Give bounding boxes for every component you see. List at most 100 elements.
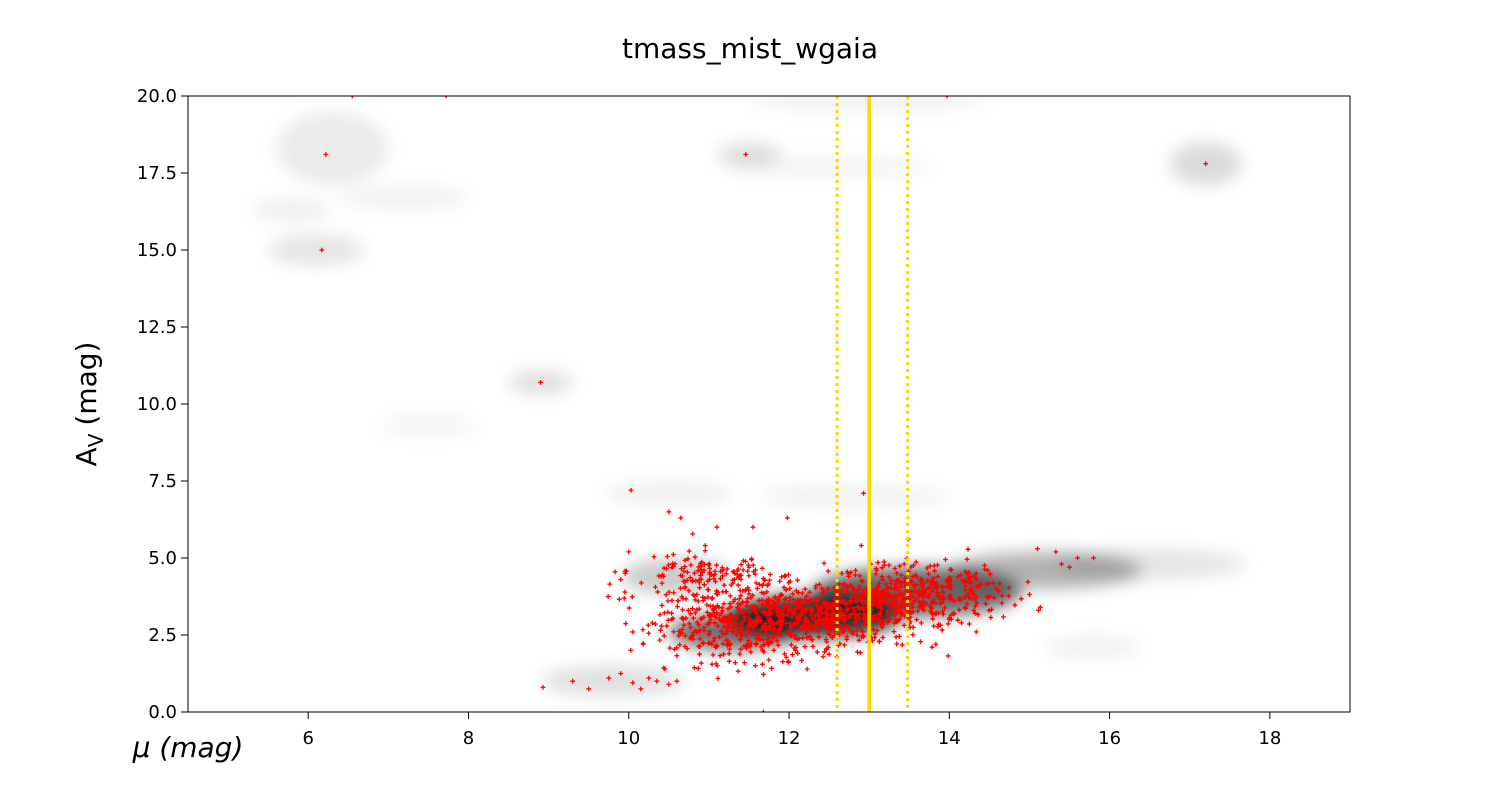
sample-point xyxy=(857,606,863,612)
sample-point xyxy=(746,614,751,620)
sample-point xyxy=(738,593,744,598)
sample-point xyxy=(973,571,979,576)
sample-point xyxy=(918,639,923,645)
sample-point xyxy=(886,574,892,580)
sample-point xyxy=(820,591,826,596)
sample-point xyxy=(847,614,853,620)
sample-point xyxy=(759,597,765,603)
sample-point xyxy=(908,579,914,585)
density-blob-11 xyxy=(276,111,389,186)
sample-point xyxy=(661,610,667,616)
sample-point xyxy=(849,611,855,617)
sample-point xyxy=(940,611,946,617)
sample-point xyxy=(984,581,990,587)
sample-point xyxy=(783,587,789,593)
sample-point xyxy=(828,606,834,612)
sample-point xyxy=(796,590,801,596)
sample-point xyxy=(939,585,945,590)
sample-point xyxy=(734,632,739,638)
sample-point xyxy=(681,578,687,584)
sample-point xyxy=(702,543,708,548)
sample-point xyxy=(943,557,948,562)
sample-point xyxy=(682,584,688,590)
sample-point xyxy=(677,630,683,636)
sample-point xyxy=(882,588,888,594)
sample-point xyxy=(942,605,948,611)
sample-point xyxy=(689,578,695,584)
sample-point xyxy=(720,573,726,579)
sample-point xyxy=(715,623,721,629)
sample-point xyxy=(754,586,760,591)
sample-point xyxy=(921,580,927,586)
sample-point xyxy=(857,597,863,603)
sample-point xyxy=(697,627,703,633)
outlier-point xyxy=(586,686,592,692)
outlier-point xyxy=(323,152,329,157)
sample-point xyxy=(712,620,718,626)
sample-point xyxy=(743,633,749,638)
sample-point xyxy=(726,659,732,664)
sample-point xyxy=(881,592,887,598)
sample-point xyxy=(778,614,783,620)
sample-point xyxy=(802,619,808,625)
sample-point xyxy=(786,572,791,578)
sample-point xyxy=(815,628,821,634)
sample-point xyxy=(814,649,820,655)
sample-point xyxy=(913,559,919,565)
sample-point xyxy=(765,642,771,648)
sample-point xyxy=(816,608,822,614)
outlier-point xyxy=(628,487,634,493)
sample-point xyxy=(854,618,860,624)
sample-point xyxy=(973,629,979,635)
sample-point xyxy=(732,660,738,666)
outlier-point xyxy=(1053,549,1059,555)
sample-point xyxy=(824,613,830,619)
sample-point xyxy=(836,588,842,594)
sample-point xyxy=(725,625,731,631)
sample-point xyxy=(776,619,781,625)
sample-point xyxy=(809,637,815,643)
sample-point xyxy=(948,612,954,618)
sample-point xyxy=(701,562,707,567)
sample-point xyxy=(646,630,652,636)
sample-point xyxy=(854,598,860,604)
sample-point xyxy=(933,641,939,647)
sample-point xyxy=(965,592,970,598)
sample-point xyxy=(696,564,702,570)
sample-point xyxy=(777,622,783,628)
sample-point xyxy=(988,615,994,620)
sample-point xyxy=(920,584,926,590)
sample-point xyxy=(783,654,789,660)
sample-point xyxy=(821,616,827,622)
sample-point xyxy=(701,614,707,620)
sample-point xyxy=(932,568,938,574)
sample-point xyxy=(898,580,904,586)
sample-point xyxy=(784,611,790,617)
sample-point xyxy=(900,597,906,603)
sample-point xyxy=(745,562,751,568)
sample-point xyxy=(653,584,658,590)
sample-point xyxy=(699,570,705,576)
sample-point xyxy=(691,665,697,671)
y-tick-label: 0.0 xyxy=(148,702,177,723)
sample-point xyxy=(728,612,734,618)
sample-point xyxy=(921,607,927,613)
sample-point xyxy=(885,619,891,625)
sample-point xyxy=(951,611,957,617)
sample-point xyxy=(796,598,802,604)
sample-point xyxy=(739,626,745,631)
sample-point xyxy=(825,586,831,592)
outlier-point xyxy=(443,96,449,99)
x-axis-title-text: μ (mag) xyxy=(132,731,244,764)
sample-point xyxy=(719,629,724,634)
sample-point xyxy=(862,591,867,597)
sample-point xyxy=(912,598,918,604)
sample-point xyxy=(830,602,835,608)
sample-point xyxy=(761,591,767,596)
sample-point xyxy=(784,603,790,609)
sample-point xyxy=(669,616,675,622)
sample-point xyxy=(756,581,762,587)
sample-point xyxy=(747,644,753,650)
sample-point xyxy=(991,595,997,601)
sample-point xyxy=(730,580,736,586)
